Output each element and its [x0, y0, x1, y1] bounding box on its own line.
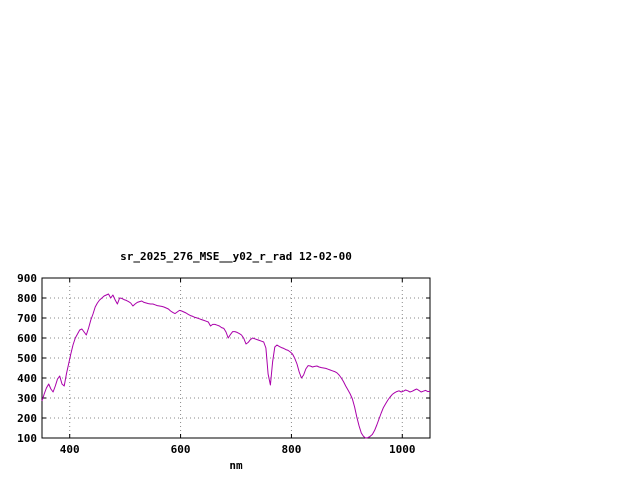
x-tick-label: 400 — [60, 443, 80, 456]
spectrum-line — [41, 293, 431, 439]
y-tick-label: 300 — [17, 392, 37, 405]
y-tick-label: 500 — [17, 352, 37, 365]
x-tick-labels: 400 600 800 1000 — [60, 443, 416, 456]
x-tick-label: 600 — [171, 443, 191, 456]
y-tick-label: 200 — [17, 412, 37, 425]
x-tick-label: 1000 — [389, 443, 416, 456]
chart-title: sr_2025_276_MSE__y02_r_rad 12-02-00 — [120, 250, 352, 263]
y-tick-label: 400 — [17, 372, 37, 385]
y-tick-label: 100 — [17, 432, 37, 445]
y-tick-label: 600 — [17, 332, 37, 345]
y-tick-label: 800 — [17, 292, 37, 305]
axis-ticks — [42, 277, 430, 439]
x-tick-label: 800 — [281, 443, 301, 456]
x-axis-label: nm — [229, 459, 243, 472]
y-tick-label: 900 — [17, 272, 37, 285]
y-tick-label: 700 — [17, 312, 37, 325]
plot-border — [41, 277, 431, 439]
y-tick-labels: 100 200 300 400 500 600 700 800 900 — [17, 272, 37, 445]
grid-lines — [42, 277, 430, 439]
